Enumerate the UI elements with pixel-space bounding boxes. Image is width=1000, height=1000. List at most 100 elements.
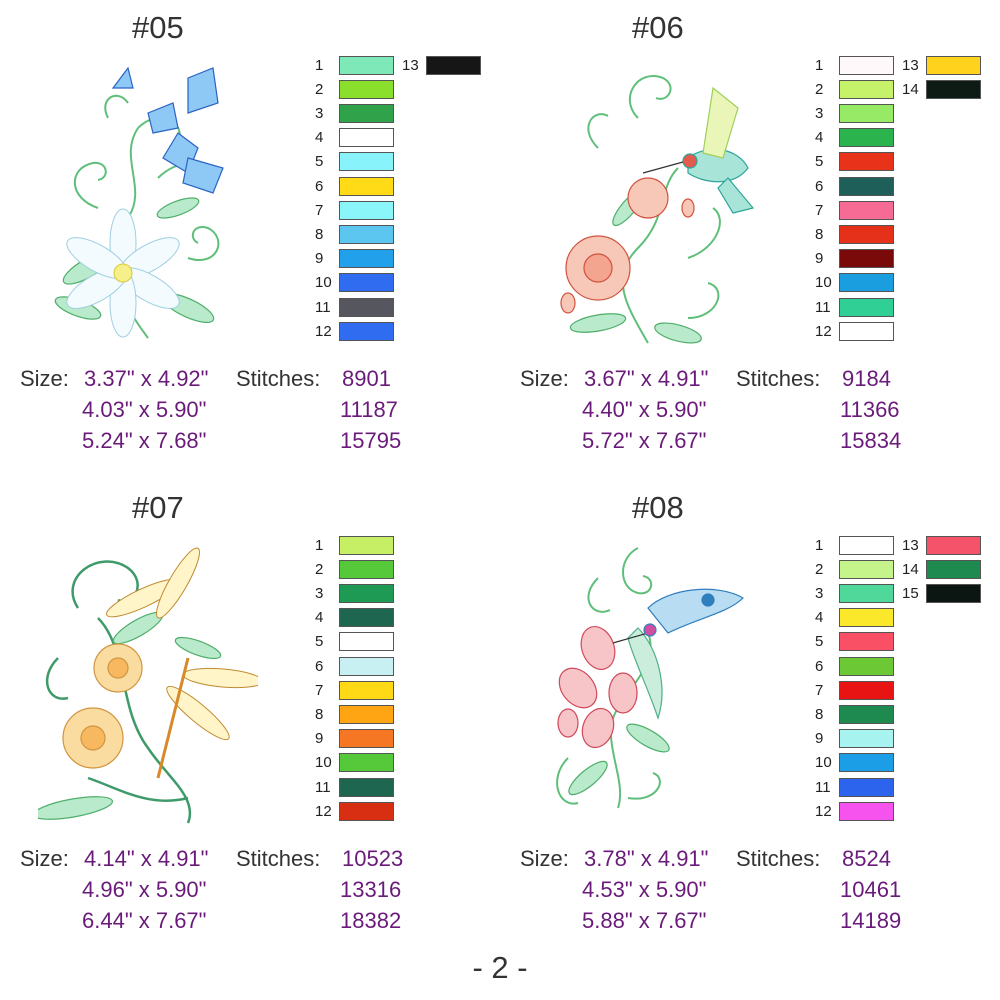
color-swatch-row: 12 <box>315 320 394 342</box>
color-swatch <box>926 559 981 579</box>
color-swatch-row: 3 <box>315 102 394 124</box>
color-swatch <box>839 152 894 172</box>
color-number: 9 <box>815 730 824 748</box>
stitches-label: Stitches: <box>236 846 321 871</box>
color-swatch-row: 2 <box>815 558 894 580</box>
color-number: 11 <box>815 298 831 316</box>
color-swatch <box>339 152 394 172</box>
color-number: 3 <box>815 104 824 122</box>
color-number: 11 <box>815 778 831 796</box>
color-swatch-row: 10 <box>315 272 394 294</box>
size-value: 6.44" x 7.67" <box>82 908 207 933</box>
color-number: 6 <box>815 177 824 195</box>
size-value: 3.78" x 4.91" <box>584 846 709 871</box>
color-number: 13 <box>902 56 919 74</box>
color-swatch-row: 10 <box>815 272 894 294</box>
color-swatch-row: 6 <box>815 655 894 677</box>
hummingbird-poppy-embroidery-image <box>560 75 755 344</box>
color-swatch-row: 1 <box>315 54 394 76</box>
color-swatch-row: 11 <box>815 296 894 318</box>
color-swatch <box>339 128 394 148</box>
color-swatch-row: 8 <box>815 223 894 245</box>
color-number: 7 <box>815 201 824 219</box>
color-swatch <box>839 103 894 123</box>
color-swatch <box>839 55 894 75</box>
color-swatch <box>339 321 394 341</box>
stitches-label: Stitches: <box>736 846 821 871</box>
color-swatch-row: 11 <box>315 296 394 318</box>
size-value: 5.24" x 7.68" <box>82 428 207 453</box>
color-swatch <box>339 656 394 676</box>
color-swatch <box>339 249 394 269</box>
color-swatch <box>339 79 394 99</box>
stitches-value: 15795 <box>340 428 402 453</box>
color-swatch <box>339 297 394 317</box>
color-swatch <box>339 777 394 797</box>
stitches-value: 9184 <box>842 366 891 391</box>
stitches-value: 8524 <box>842 846 891 871</box>
color-number: 10 <box>815 754 832 772</box>
color-swatch <box>926 79 981 99</box>
color-swatch <box>839 321 894 341</box>
color-swatch-row: 11 <box>815 776 894 798</box>
color-swatch-row: 12 <box>315 800 394 822</box>
color-number: 9 <box>815 250 824 268</box>
color-swatch-row: 12 <box>815 800 894 822</box>
color-number: 8 <box>315 705 324 723</box>
color-swatch-row: 1 <box>815 54 894 76</box>
size-label: Size: <box>20 366 69 391</box>
color-swatch <box>339 801 394 821</box>
butterfly-flower-embroidery-image <box>54 66 224 339</box>
color-number: 12 <box>315 322 332 340</box>
color-number: 4 <box>815 129 824 147</box>
color-swatch <box>339 273 394 293</box>
color-number: 13 <box>902 536 919 554</box>
color-number: 14 <box>902 560 919 578</box>
color-swatch <box>339 729 394 749</box>
size-value: 5.88" x 7.67" <box>582 908 707 933</box>
design-card-06: #06 <box>500 0 1000 470</box>
color-swatch <box>839 79 894 99</box>
color-number: 1 <box>315 56 324 74</box>
color-swatch <box>839 753 894 773</box>
color-swatch-row: 4 <box>815 607 894 629</box>
color-swatch-row: 4 <box>815 127 894 149</box>
color-swatch-row: 5 <box>815 631 894 653</box>
color-swatch <box>839 128 894 148</box>
color-swatch-row: 2 <box>315 558 394 580</box>
color-swatch-row: 13 <box>902 54 981 76</box>
color-swatch <box>339 583 394 603</box>
stitches-value: 18382 <box>340 908 402 933</box>
stitches-value: 11187 <box>340 397 398 422</box>
color-swatch <box>926 55 981 75</box>
color-number: 4 <box>315 609 324 627</box>
color-swatch <box>426 55 481 75</box>
color-number: 11 <box>315 778 331 796</box>
color-swatch-row: 7 <box>815 199 894 221</box>
color-swatch <box>839 680 894 700</box>
color-swatch <box>839 559 894 579</box>
color-number: 3 <box>315 104 324 122</box>
color-swatch <box>339 753 394 773</box>
color-swatch-row: 9 <box>815 728 894 750</box>
color-swatch <box>839 535 894 555</box>
color-number: 10 <box>315 274 332 292</box>
color-number: 10 <box>815 274 832 292</box>
color-swatch-row: 4 <box>315 127 394 149</box>
size-value: 4.03" x 5.90" <box>82 397 207 422</box>
color-swatch <box>839 801 894 821</box>
size-value: 3.37" x 4.92" <box>84 366 209 391</box>
color-number: 7 <box>315 681 324 699</box>
color-number: 11 <box>315 298 331 316</box>
page-number: - 2 - <box>472 950 528 985</box>
color-swatch <box>839 176 894 196</box>
color-number: 13 <box>402 56 419 74</box>
stitches-value: 10523 <box>342 846 404 871</box>
size-value: 5.72" x 7.67" <box>582 428 707 453</box>
design-card-08: #08 <box>500 480 1000 950</box>
color-swatch <box>839 729 894 749</box>
size-value: 3.67" x 4.91" <box>584 366 709 391</box>
stitches-value: 8901 <box>342 366 391 391</box>
design-title: #05 <box>132 10 184 45</box>
color-swatch <box>839 273 894 293</box>
